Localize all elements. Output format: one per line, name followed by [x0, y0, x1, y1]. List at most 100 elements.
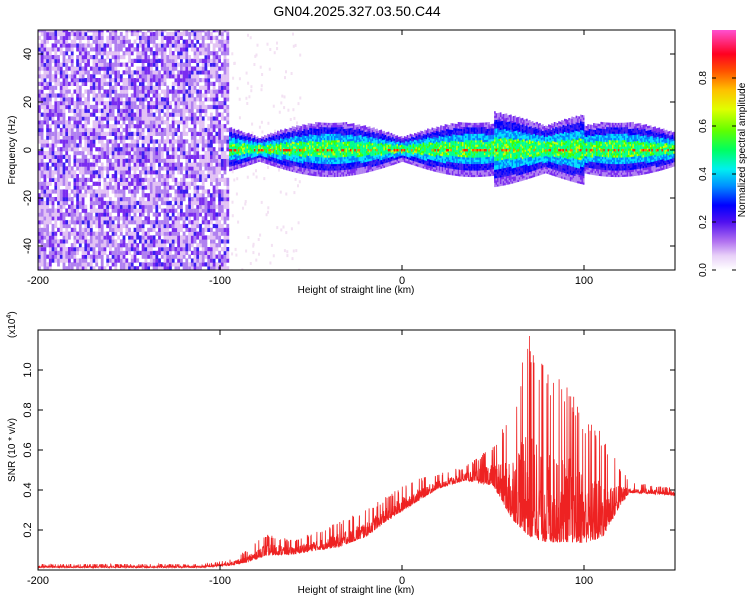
spectrogram-cell — [73, 74, 77, 79]
spectrogram-cell — [95, 39, 99, 44]
spectrogram-cell — [87, 131, 90, 136]
spectrogram-cell — [147, 181, 150, 186]
spectrogram-cell — [54, 127, 58, 133]
spectrogram-cell — [139, 204, 142, 209]
spectrogram-cell — [223, 181, 227, 186]
spectrogram-cell — [65, 147, 69, 152]
spectrogram-cell — [40, 124, 44, 129]
spectrogram-cell — [260, 120, 263, 124]
spectrogram-cell — [100, 93, 104, 98]
spectrogram-cell — [267, 140, 269, 143]
spectrogram-cell — [166, 227, 170, 232]
spectrogram-cell — [320, 148, 323, 151]
spectrogram-cell — [147, 158, 150, 163]
spectrogram-cell — [59, 51, 63, 56]
spectrogram-cell — [193, 166, 197, 171]
spectrogram-cell — [199, 212, 202, 217]
spectrogram-cell — [38, 216, 41, 221]
spectrogram-cell — [92, 254, 96, 259]
spectrogram-cell — [62, 197, 66, 202]
spectrogram-cell — [169, 104, 172, 110]
spectrogram-cell — [300, 158, 302, 161]
spectrogram-cell — [201, 43, 205, 48]
spectrogram-cell — [130, 262, 134, 267]
spectrogram-cell — [54, 162, 58, 167]
spectrogram-cell — [277, 148, 279, 151]
spectrogram-cell — [295, 249, 298, 253]
spectrogram-cell — [274, 162, 276, 165]
spectrogram-cell — [207, 104, 211, 110]
spectrogram-cell — [119, 208, 123, 213]
spectrogram-cell — [294, 148, 297, 151]
spectrogram-cell — [220, 166, 224, 171]
spectrogram-cell — [299, 125, 301, 129]
spectrogram-cell — [246, 141, 249, 145]
spectrogram-cell — [51, 174, 55, 179]
spectrogram-cell — [171, 89, 175, 94]
spectrogram-cell — [125, 147, 129, 152]
spectrogram-cell — [38, 254, 41, 259]
spectrogram-cell — [166, 97, 170, 102]
spectrogram-cell — [158, 243, 161, 248]
spectrogram-cell — [84, 101, 88, 106]
spectrogram-cell — [320, 163, 323, 166]
spectrogram-cell — [182, 139, 186, 144]
spectrogram-cell — [299, 143, 301, 146]
spectrogram-cell — [46, 124, 49, 129]
spectrogram-cell — [136, 147, 140, 152]
spectrogram-cell — [294, 43, 297, 47]
spectrogram-cell — [171, 112, 175, 117]
spectrogram-cell — [70, 58, 74, 63]
spectrogram-cell — [177, 101, 180, 106]
spectrogram-cell — [255, 141, 257, 144]
spectrogram-cell — [57, 189, 60, 194]
spectrogram-cell — [87, 78, 90, 83]
spectrogram-cell — [236, 142, 238, 146]
spectrogram-cell — [283, 130, 285, 133]
spectrogram-cell — [174, 181, 178, 186]
spectrogram-cell — [109, 78, 112, 83]
spectrogram-cell — [177, 120, 180, 125]
spectrogram-cell — [275, 134, 278, 137]
spectrogram-cell — [188, 66, 191, 71]
spectrogram-cell — [234, 143, 237, 146]
spectrogram-cell — [78, 266, 82, 270]
spectrogram-cell — [109, 216, 112, 221]
spectrogram-cell — [95, 200, 99, 206]
spectrogram-cell — [51, 139, 55, 144]
spectrogram-cell — [81, 208, 85, 213]
spectrogram-cell — [239, 135, 241, 138]
spectrogram-cell — [193, 235, 197, 240]
spectrogram-cell — [98, 70, 101, 75]
spectrogram-cell — [38, 135, 41, 140]
spectrogram-cell — [114, 254, 118, 259]
spectrogram-cell — [185, 93, 189, 98]
spectrogram-cell — [177, 250, 180, 255]
spectrogram-cell — [264, 139, 266, 142]
spectrogram-cell — [182, 127, 186, 133]
spectrogram-cell — [54, 189, 58, 194]
spectrogram-cell — [122, 177, 126, 182]
spectrogram-cell — [152, 250, 156, 255]
spectrogram-cell — [284, 135, 286, 138]
spectrogram-cell — [174, 162, 178, 167]
spectrogram-cell — [196, 89, 200, 94]
spectrogram-cell — [141, 193, 145, 198]
spectrogram-cell — [51, 239, 55, 244]
spectrogram-cell — [70, 124, 74, 129]
spectrogram-cell — [177, 166, 180, 171]
spectrogram-cell — [152, 193, 156, 198]
spectrogram-cell — [62, 200, 66, 206]
spectrogram-cell — [293, 130, 295, 134]
spectrogram-cell — [166, 197, 170, 202]
spectrogram-cell — [51, 85, 55, 90]
spectrogram-cell — [100, 108, 104, 113]
spectrogram-cell — [136, 127, 140, 133]
spectrogram-cell — [130, 243, 134, 248]
spectrogram-cell — [119, 147, 123, 152]
spectrogram-cell — [109, 158, 112, 163]
spectrogram-cell — [210, 135, 213, 140]
spectrogram-cell — [196, 120, 200, 125]
spectrogram-cell — [57, 174, 60, 179]
spectrogram-cell — [78, 70, 82, 75]
